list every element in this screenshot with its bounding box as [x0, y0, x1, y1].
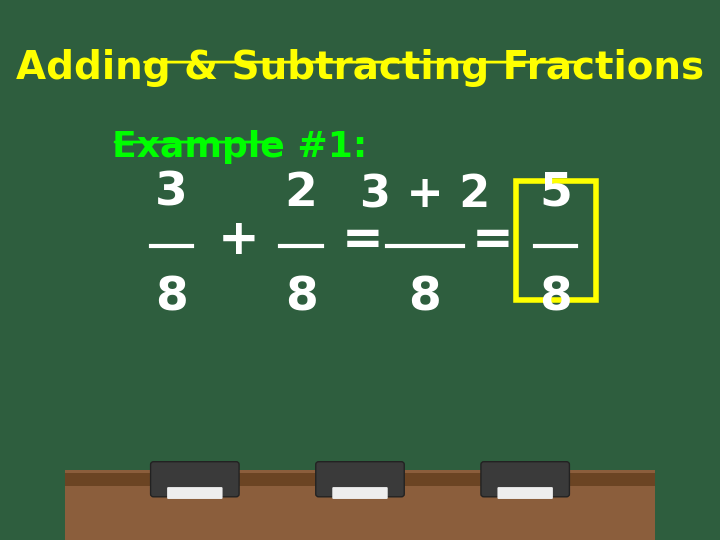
FancyBboxPatch shape — [481, 462, 570, 497]
FancyBboxPatch shape — [332, 487, 388, 499]
FancyBboxPatch shape — [65, 470, 655, 540]
Text: 8: 8 — [539, 275, 572, 320]
Text: 5: 5 — [539, 171, 572, 216]
Text: 8: 8 — [408, 275, 441, 320]
Text: =: = — [472, 217, 513, 264]
Text: 8: 8 — [284, 275, 318, 320]
Text: Example #1:: Example #1: — [112, 130, 367, 164]
FancyBboxPatch shape — [316, 462, 404, 497]
FancyBboxPatch shape — [167, 487, 222, 499]
Text: 2: 2 — [284, 171, 318, 216]
Text: =: = — [342, 217, 384, 264]
Text: 3 + 2: 3 + 2 — [360, 173, 490, 216]
Text: +: + — [218, 217, 260, 264]
Text: 3: 3 — [155, 171, 188, 216]
FancyBboxPatch shape — [65, 472, 655, 486]
FancyBboxPatch shape — [150, 462, 239, 497]
FancyBboxPatch shape — [498, 487, 553, 499]
Text: Adding & Subtracting Fractions: Adding & Subtracting Fractions — [16, 49, 704, 86]
Text: 8: 8 — [155, 275, 188, 320]
